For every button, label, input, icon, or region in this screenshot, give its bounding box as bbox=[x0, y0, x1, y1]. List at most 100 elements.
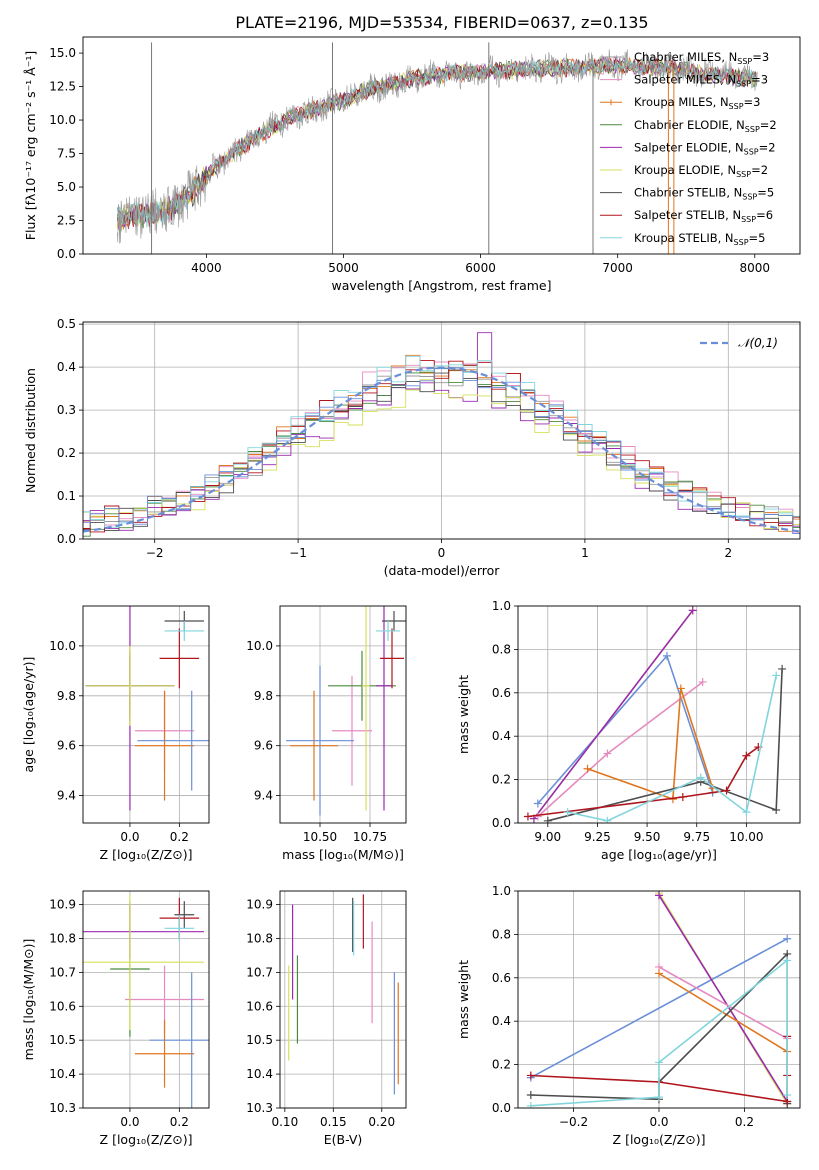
y-tick-label: 9.8 bbox=[57, 689, 76, 703]
y-tick-label: 15.0 bbox=[49, 46, 76, 60]
y-tick-label: 10.8 bbox=[49, 931, 76, 945]
x-axis-label: age [log₁₀(age/yr)] bbox=[601, 847, 717, 862]
weight-marker bbox=[783, 934, 792, 943]
weight-line-kroupa-miles bbox=[587, 688, 714, 801]
legend-value: =3 bbox=[752, 50, 769, 64]
axes-frame bbox=[279, 890, 407, 1109]
weight-line-kroupa-miles bbox=[658, 972, 788, 1053]
legend-subscript: SSP bbox=[736, 80, 751, 89]
y-axis-label: age [log₁₀(age/yr)] bbox=[21, 657, 36, 773]
legend-value: =2 bbox=[759, 140, 776, 154]
axes-frame bbox=[82, 36, 801, 255]
weight-marker bbox=[778, 664, 787, 673]
y-tick-label: 10.9 bbox=[246, 898, 273, 912]
weight-marker bbox=[603, 749, 612, 758]
weight-marker bbox=[655, 1093, 663, 1102]
x-tick-label: 0 bbox=[438, 546, 446, 560]
spectrum-line-chabrier-miles bbox=[117, 49, 758, 244]
y-tick-label: 10.6 bbox=[246, 999, 273, 1013]
weight-marker bbox=[662, 651, 671, 660]
y-tick-label: 0.3 bbox=[57, 403, 76, 417]
weight-line-salpeter-elodie bbox=[533, 609, 694, 820]
plot-area bbox=[116, 42, 758, 254]
weight-marker bbox=[688, 606, 697, 615]
weight-marker bbox=[526, 1101, 535, 1108]
y-tick-label: 0.0 bbox=[57, 532, 76, 546]
axes-frame bbox=[82, 605, 210, 824]
y-tick-label: 10.9 bbox=[49, 898, 76, 912]
x-tick-label: 0.20 bbox=[368, 1115, 395, 1129]
y-tick-label: 0.6 bbox=[492, 686, 511, 700]
x-tick-label: 0.0 bbox=[649, 1115, 668, 1129]
y-tick-label: 0.0 bbox=[492, 816, 511, 830]
x-tick-label: 10.50 bbox=[303, 830, 337, 844]
y-tick-label: 0.2 bbox=[492, 773, 511, 787]
x-tick-label: −2 bbox=[146, 546, 164, 560]
legend-subscript: SSP bbox=[737, 57, 752, 66]
y-tick-label: 10.0 bbox=[49, 639, 76, 653]
histogram-salpeter-stelib bbox=[83, 360, 800, 533]
y-tick-label: 0.5 bbox=[57, 317, 76, 331]
mass-vs-EBV-panel: 0.10 0.15 0.20 10.3 10.4 10.5 10.6 10.7 10.8 10.9… bbox=[246, 890, 407, 1147]
x-tick-label: 0.15 bbox=[320, 1115, 347, 1129]
y-tick-label: 10.3 bbox=[246, 1101, 273, 1115]
y-tick-label: 10.7 bbox=[246, 965, 273, 979]
legend-entry: Chabrier ELODIE, NSSP=2 bbox=[634, 118, 777, 134]
weight-marker bbox=[526, 1090, 535, 1099]
spectrum-line-salpeter-stelib bbox=[116, 57, 757, 229]
x-axis-label: Z [log₁₀(Z/Z⊙)] bbox=[613, 1132, 706, 1147]
x-tick-label: 5000 bbox=[328, 261, 359, 275]
x-tick-label: 0.2 bbox=[170, 1115, 189, 1129]
mass-vs-Z-panel: 0.0 0.2 10.3 10.4 10.5 10.6 10.7 10.8 10.9 Z [log… bbox=[21, 890, 210, 1147]
y-tick-label: 0.1 bbox=[57, 489, 76, 503]
weight-line-salpeter-elodie bbox=[658, 894, 788, 1102]
x-tick-label: 2 bbox=[724, 546, 732, 560]
y-tick-label: 7.5 bbox=[57, 147, 76, 161]
x-tick-label: 7000 bbox=[602, 261, 633, 275]
legend-subscript: SSP bbox=[744, 147, 759, 156]
plot-area bbox=[83, 894, 209, 1108]
y-tick-label: 0.2 bbox=[492, 1058, 511, 1072]
weight-marker bbox=[533, 799, 542, 808]
x-axis-label: E(B-V) bbox=[324, 1132, 363, 1147]
legend-entry: Kroupa MILES, NSSP=3 bbox=[634, 95, 760, 111]
x-tick-label: 4000 bbox=[191, 261, 222, 275]
axes-frame bbox=[517, 890, 801, 1109]
legend-value: =2 bbox=[760, 118, 777, 132]
y-tick-label: 9.4 bbox=[254, 789, 273, 803]
axes-frame bbox=[82, 890, 210, 1109]
x-tick-label: −1 bbox=[289, 546, 307, 560]
y-tick-label: 10.4 bbox=[49, 1067, 76, 1081]
legend-value: =5 bbox=[749, 231, 766, 245]
y-tick-label: 5.0 bbox=[57, 180, 76, 194]
y-axis-label: mass [log₁₀(M/M⊙)] bbox=[21, 939, 36, 1061]
x-tick-label: 6000 bbox=[465, 261, 496, 275]
y-tick-label: 10.5 bbox=[49, 1033, 76, 1047]
x-tick-label: 9.50 bbox=[634, 830, 661, 844]
weight-marker bbox=[722, 786, 731, 795]
weight-marker bbox=[583, 764, 592, 773]
legend-value: =3 bbox=[744, 95, 761, 109]
y-tick-label: 10.3 bbox=[49, 1101, 76, 1115]
legend-value: =6 bbox=[756, 208, 773, 222]
y-tick-label: 1.0 bbox=[492, 884, 511, 898]
legend-value: =3 bbox=[751, 73, 768, 87]
legend-entry: Chabrier STELIB, NSSP=5 bbox=[634, 186, 774, 202]
y-tick-label: 10.7 bbox=[49, 965, 76, 979]
weight-marker bbox=[655, 891, 663, 900]
y-axis-label: Normed distribution bbox=[23, 368, 38, 493]
weight-marker bbox=[543, 816, 552, 823]
gaussian-legend-label: 𝒩(0,1) bbox=[738, 336, 778, 350]
x-tick-label: 0.2 bbox=[170, 830, 189, 844]
weight-marker bbox=[742, 751, 751, 760]
weight-marker bbox=[523, 812, 532, 821]
x-tick-label: 9.00 bbox=[534, 830, 561, 844]
y-tick-label: 0.8 bbox=[492, 642, 511, 656]
axes-frame bbox=[279, 605, 407, 824]
y-tick-label: 0.4 bbox=[57, 360, 76, 374]
weight-vs-Z-panel: −0.2 0.0 0.2 0.0 0.2 0.4 0.6 0.8 1.0 Z [log₁₀(Z/Z… bbox=[456, 884, 801, 1147]
x-tick-label: 9.25 bbox=[584, 830, 611, 844]
plot-area bbox=[83, 332, 800, 537]
weight-line-salpeter-miles bbox=[537, 681, 704, 818]
